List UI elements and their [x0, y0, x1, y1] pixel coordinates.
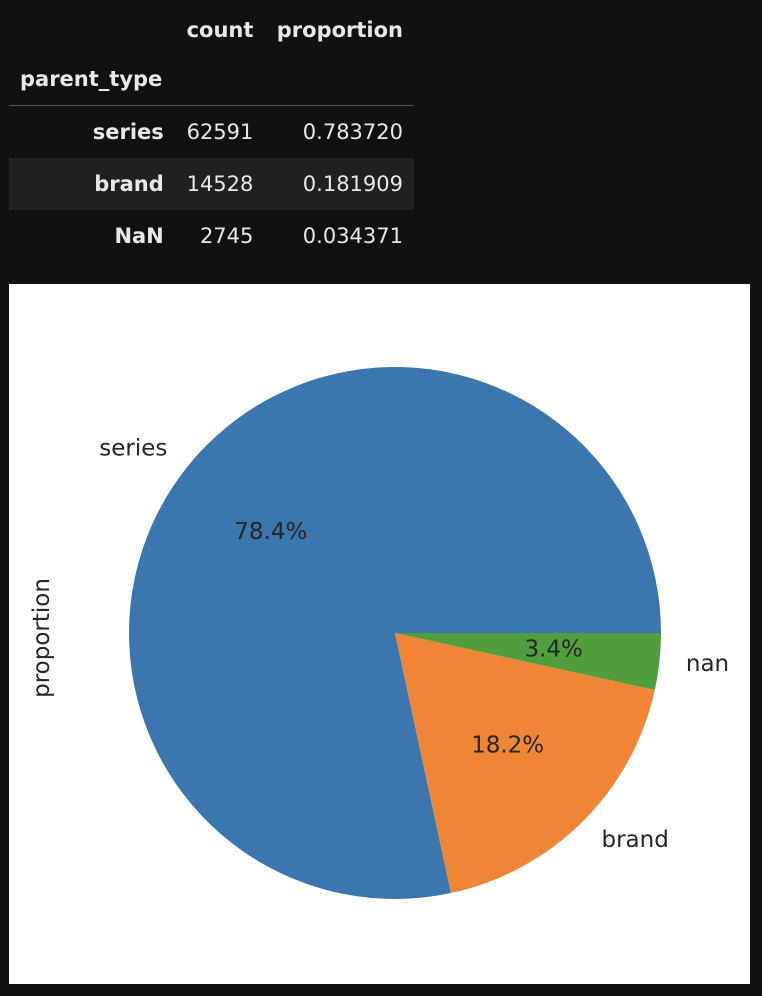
pct-label-brand: 18.2% [471, 733, 544, 759]
slice-label-series: series [99, 436, 167, 462]
table-header-row: count proportion [9, 7, 414, 53]
pie-chart: proportion series 78.4% brand 18.2% nan 3.4% [29, 367, 729, 900]
row-index: NaN [114, 223, 164, 248]
pie-slice-brand [395, 633, 655, 894]
y-axis-label: proportion [29, 578, 55, 698]
header-blank [9, 7, 175, 53]
table-row: brand 14528 0.181909 [9, 157, 414, 210]
dataframe-table: count proportion parent_type series 6259… [9, 7, 414, 262]
cell-proportion: 0.181909 [302, 171, 403, 196]
pie-slice-nan [395, 633, 661, 690]
row-index: series [92, 119, 164, 144]
table-row: series 62591 0.783720 [9, 106, 414, 158]
pie-chart-area: proportion series 78.4% brand 18.2% nan 3.4% [9, 284, 750, 984]
pct-label-nan: 3.4% [524, 637, 582, 663]
column-header-count: count [186, 18, 254, 42]
index-name-row: parent_type [9, 53, 414, 106]
cell-proportion: 0.034371 [302, 223, 403, 248]
column-header-proportion: proportion [276, 18, 403, 42]
cell-count: 2745 [199, 223, 254, 248]
slice-label-brand: brand [601, 827, 668, 853]
cell-proportion: 0.783720 [302, 119, 403, 144]
cell-count: 62591 [186, 119, 254, 144]
pct-label-series: 78.4% [234, 519, 307, 545]
slice-label-nan: nan [686, 651, 729, 677]
index-name: parent_type [20, 67, 163, 91]
pie-slice-series [129, 367, 661, 900]
row-index: brand [94, 171, 164, 196]
cell-count: 14528 [186, 171, 254, 196]
table-row: NaN 2745 0.034371 [9, 210, 414, 262]
